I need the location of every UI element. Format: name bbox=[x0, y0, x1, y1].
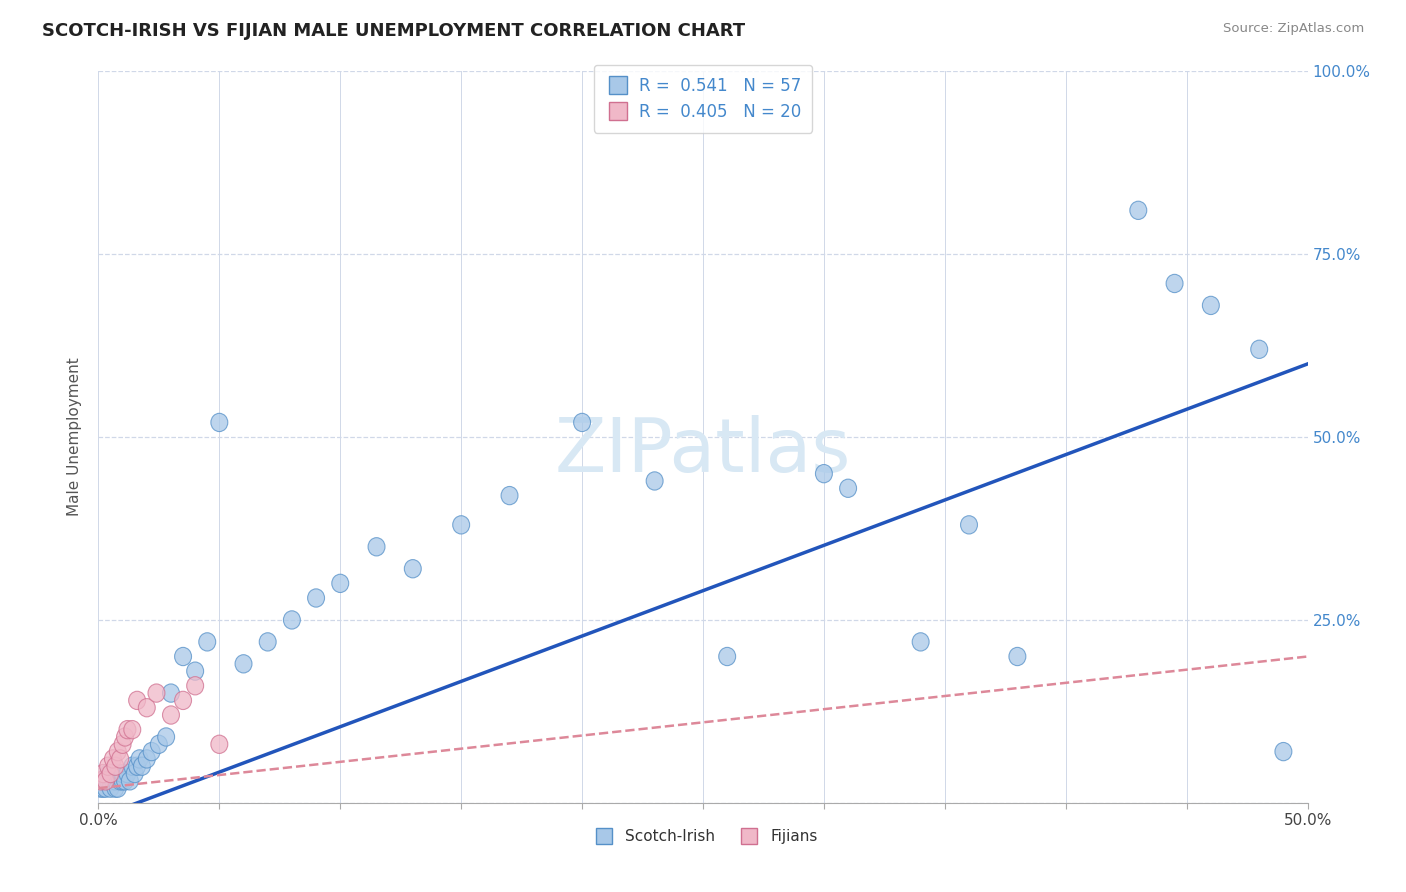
Ellipse shape bbox=[104, 764, 121, 782]
Ellipse shape bbox=[114, 772, 131, 790]
Ellipse shape bbox=[103, 772, 120, 790]
Text: ZIPatlas: ZIPatlas bbox=[555, 415, 851, 488]
Ellipse shape bbox=[107, 779, 124, 797]
Ellipse shape bbox=[1166, 275, 1182, 293]
Legend: Scotch-Irish, Fijians: Scotch-Irish, Fijians bbox=[582, 822, 824, 850]
Ellipse shape bbox=[1010, 648, 1026, 665]
Ellipse shape bbox=[114, 735, 131, 754]
Ellipse shape bbox=[235, 655, 252, 673]
Text: Source: ZipAtlas.com: Source: ZipAtlas.com bbox=[1223, 22, 1364, 36]
Ellipse shape bbox=[157, 728, 174, 746]
Ellipse shape bbox=[405, 559, 422, 578]
Ellipse shape bbox=[163, 706, 180, 724]
Ellipse shape bbox=[103, 779, 120, 797]
Ellipse shape bbox=[163, 684, 180, 702]
Ellipse shape bbox=[839, 479, 856, 498]
Ellipse shape bbox=[912, 632, 929, 651]
Text: SCOTCH-IRISH VS FIJIAN MALE UNEMPLOYMENT CORRELATION CHART: SCOTCH-IRISH VS FIJIAN MALE UNEMPLOYMENT… bbox=[42, 22, 745, 40]
Ellipse shape bbox=[120, 764, 136, 782]
Ellipse shape bbox=[150, 735, 167, 754]
Ellipse shape bbox=[104, 772, 121, 790]
Ellipse shape bbox=[110, 742, 127, 761]
Y-axis label: Male Unemployment: Male Unemployment bbox=[67, 358, 83, 516]
Ellipse shape bbox=[100, 764, 117, 782]
Ellipse shape bbox=[94, 772, 111, 790]
Ellipse shape bbox=[93, 779, 110, 797]
Ellipse shape bbox=[93, 772, 110, 790]
Ellipse shape bbox=[332, 574, 349, 592]
Ellipse shape bbox=[960, 516, 977, 534]
Ellipse shape bbox=[647, 472, 664, 490]
Ellipse shape bbox=[1251, 340, 1268, 359]
Ellipse shape bbox=[718, 648, 735, 665]
Ellipse shape bbox=[308, 589, 325, 607]
Ellipse shape bbox=[1275, 742, 1292, 761]
Ellipse shape bbox=[148, 684, 165, 702]
Ellipse shape bbox=[117, 728, 134, 746]
Ellipse shape bbox=[134, 757, 150, 775]
Ellipse shape bbox=[107, 772, 124, 790]
Ellipse shape bbox=[174, 648, 191, 665]
Ellipse shape bbox=[138, 750, 155, 768]
Ellipse shape bbox=[114, 764, 131, 782]
Ellipse shape bbox=[97, 772, 114, 790]
Ellipse shape bbox=[104, 750, 121, 768]
Ellipse shape bbox=[94, 779, 111, 797]
Ellipse shape bbox=[94, 764, 111, 782]
Ellipse shape bbox=[124, 721, 141, 739]
Ellipse shape bbox=[211, 413, 228, 432]
Ellipse shape bbox=[129, 691, 146, 709]
Ellipse shape bbox=[97, 779, 114, 797]
Ellipse shape bbox=[187, 662, 204, 681]
Ellipse shape bbox=[143, 742, 160, 761]
Ellipse shape bbox=[284, 611, 301, 629]
Ellipse shape bbox=[259, 632, 276, 651]
Ellipse shape bbox=[111, 772, 129, 790]
Ellipse shape bbox=[110, 779, 127, 797]
Ellipse shape bbox=[129, 757, 146, 775]
Ellipse shape bbox=[1202, 296, 1219, 315]
Ellipse shape bbox=[138, 698, 155, 717]
Ellipse shape bbox=[1130, 202, 1147, 219]
Ellipse shape bbox=[107, 757, 124, 775]
Ellipse shape bbox=[368, 538, 385, 556]
Ellipse shape bbox=[127, 764, 143, 782]
Ellipse shape bbox=[100, 757, 117, 775]
Ellipse shape bbox=[187, 677, 204, 695]
Ellipse shape bbox=[121, 772, 138, 790]
Ellipse shape bbox=[131, 750, 148, 768]
Ellipse shape bbox=[120, 721, 136, 739]
Ellipse shape bbox=[111, 750, 129, 768]
Ellipse shape bbox=[211, 735, 228, 754]
Ellipse shape bbox=[97, 772, 114, 790]
Ellipse shape bbox=[103, 764, 120, 782]
Ellipse shape bbox=[174, 691, 191, 709]
Ellipse shape bbox=[574, 413, 591, 432]
Ellipse shape bbox=[100, 772, 117, 790]
Ellipse shape bbox=[117, 772, 134, 790]
Ellipse shape bbox=[124, 757, 141, 775]
Ellipse shape bbox=[110, 764, 127, 782]
Ellipse shape bbox=[501, 486, 517, 505]
Ellipse shape bbox=[198, 632, 215, 651]
Ellipse shape bbox=[815, 465, 832, 483]
Ellipse shape bbox=[453, 516, 470, 534]
